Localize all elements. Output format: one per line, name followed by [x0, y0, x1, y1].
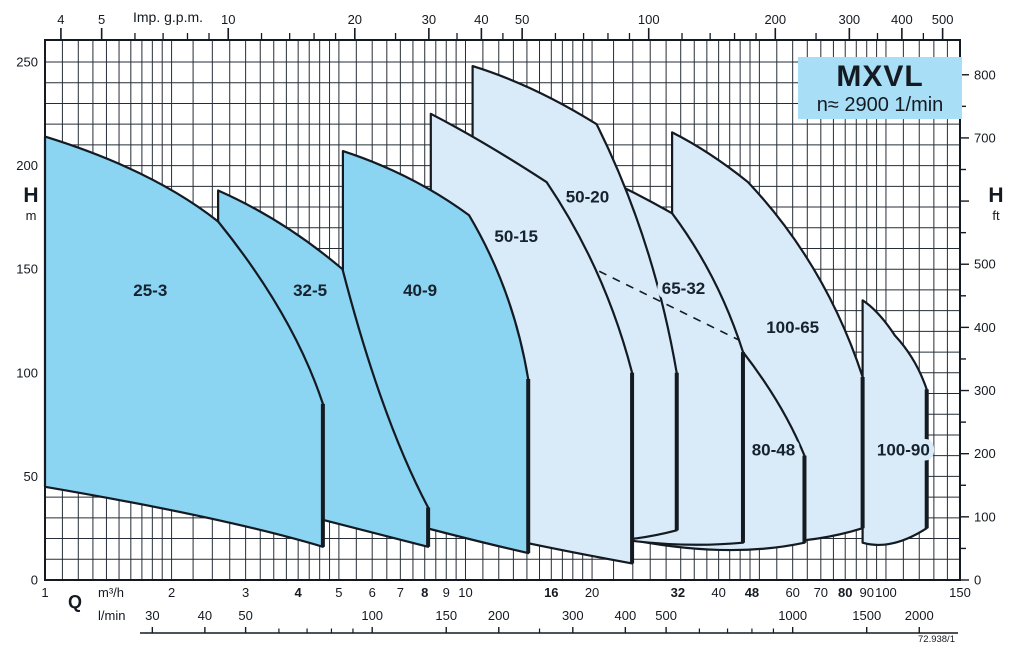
left-axis-title: H m [14, 184, 48, 223]
gpm-tick-label: 400 [891, 12, 913, 27]
lmin-tick-label: 100 [361, 608, 383, 623]
head-ft-tick-label: 400 [974, 320, 996, 335]
gpm-tick-label: 200 [764, 12, 786, 27]
head-m-tick-label: 0 [31, 573, 38, 588]
gpm-tick-label: 5 [98, 12, 105, 27]
head-unit-ft: ft [992, 208, 1000, 223]
curve-label-100-65: 100-65 [766, 318, 819, 337]
lmin-tick-label: 30 [145, 608, 159, 623]
head-m-tick-label: 150 [16, 262, 38, 277]
title-box: MXVL n≈ 2900 1/min [798, 57, 962, 119]
lmin-tick-label: 50 [238, 608, 252, 623]
head-ft-tick-label: 0 [974, 573, 981, 588]
drawing-number: 72.938/1 [918, 634, 955, 645]
m3h-axis-unit: m³/h [98, 585, 124, 600]
curve-label-80-48: 80-48 [752, 440, 795, 459]
lmin-tick-label: 500 [655, 608, 677, 623]
curve-label-32-5: 32-5 [293, 281, 327, 300]
m3h-tick-label: 3 [242, 585, 249, 600]
series-title: MXVL [836, 60, 924, 93]
gpm-tick-label: 40 [474, 12, 488, 27]
gpm-tick-label: 100 [638, 12, 660, 27]
curve-label-40-9: 40-9 [403, 281, 437, 300]
curve-label-50-20: 50-20 [566, 188, 609, 207]
dashed-reference-line [598, 270, 739, 341]
m3h-tick-label: 5 [335, 585, 342, 600]
curve-label-25-3: 25-3 [133, 281, 167, 300]
gpm-tick-label: 500 [932, 12, 954, 27]
lmin-tick-label: 150 [435, 608, 457, 623]
head-m-tick-label: 100 [16, 365, 38, 380]
m3h-tick-label: 6 [369, 585, 376, 600]
head-ft-tick-label: 200 [974, 446, 996, 461]
head-unit-m: m [25, 208, 37, 223]
m3h-tick-label: 8 [421, 585, 428, 600]
gpm-axis-unit: Imp. g.p.m. [133, 9, 204, 25]
head-ft-tick-label: 300 [974, 383, 996, 398]
m3h-tick-label: 9 [443, 585, 450, 600]
lmin-tick-label: 40 [198, 608, 212, 623]
head-symbol-left: H [23, 184, 39, 207]
gpm-tick-label: 4 [57, 12, 64, 27]
envelope-100-90 [861, 299, 928, 546]
m3h-tick-label: 2 [168, 585, 175, 600]
m3h-tick-label: 150 [949, 585, 971, 600]
lmin-tick-label: 1500 [852, 608, 881, 623]
m3h-tick-label: 60 [785, 585, 799, 600]
m3h-tick-label: 7 [397, 585, 404, 600]
curve-label-100-90: 100-90 [877, 440, 930, 459]
lmin-tick-label: 200 [488, 608, 510, 623]
head-m-tick-label: 250 [16, 55, 38, 70]
gpm-tick-label: 300 [838, 12, 860, 27]
m3h-tick-label: 48 [745, 585, 759, 600]
m3h-tick-label: 4 [295, 585, 303, 600]
m3h-tick-label: 32 [671, 585, 685, 600]
head-ft-tick-label: 700 [974, 130, 996, 145]
head-m-tick-label: 50 [24, 469, 38, 484]
m3h-tick-label: 16 [544, 585, 558, 600]
lmin-tick-label: 1000 [778, 608, 807, 623]
m3h-tick-label: 80 [838, 585, 852, 600]
m3h-tick-label: 10 [458, 585, 472, 600]
envelope-25-3 [43, 135, 324, 548]
m3h-tick-label: 1 [41, 585, 48, 600]
right-axis-title: H ft [978, 184, 1014, 223]
head-ft-tick-label: 500 [974, 257, 996, 272]
flow-axis-symbol: Q [68, 592, 83, 612]
head-ft-tick-label: 100 [974, 509, 996, 524]
lmin-tick-label: 400 [614, 608, 636, 623]
curve-label-50-15: 50-15 [494, 227, 537, 246]
lmin-tick-label: 300 [562, 608, 584, 623]
gpm-tick-label: 30 [422, 12, 436, 27]
m3h-tick-label: 100 [875, 585, 897, 600]
m3h-tick-label: 90 [859, 585, 873, 600]
gpm-tick-label: 10 [221, 12, 235, 27]
gpm-tick-label: 50 [515, 12, 529, 27]
head-ft-tick-label: 800 [974, 67, 996, 82]
m3h-tick-label: 70 [814, 585, 828, 600]
m3h-tick-label: 20 [585, 585, 599, 600]
m3h-tick-label: 40 [711, 585, 725, 600]
gpm-tick-label: 20 [348, 12, 362, 27]
head-m-tick-label: 200 [16, 158, 38, 173]
head-symbol-right: H [988, 184, 1004, 207]
lmin-tick-label: 2000 [905, 608, 934, 623]
curve-label-65-32: 65-32 [662, 279, 705, 298]
lmin-axis-unit: l/min [98, 608, 126, 623]
speed-label: n≈ 2900 1/min [816, 93, 944, 116]
